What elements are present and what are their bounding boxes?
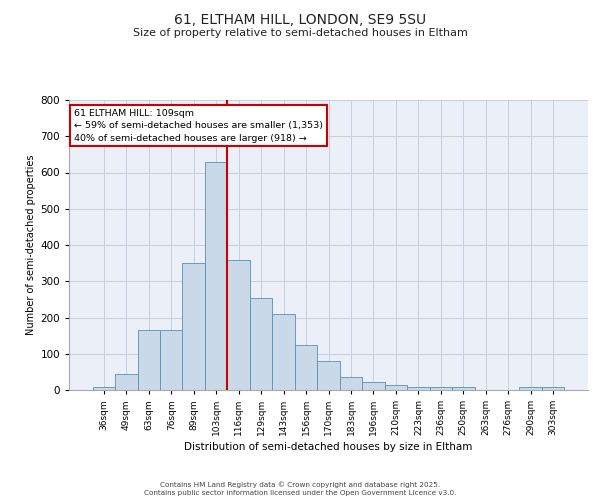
Y-axis label: Number of semi-detached properties: Number of semi-detached properties — [26, 155, 36, 336]
Bar — [92, 387, 115, 390]
Bar — [137, 330, 160, 390]
Bar — [452, 387, 475, 390]
Bar — [385, 384, 407, 390]
Bar — [227, 260, 250, 390]
X-axis label: Distribution of semi-detached houses by size in Eltham: Distribution of semi-detached houses by … — [184, 442, 473, 452]
Bar — [182, 263, 205, 390]
Bar — [340, 376, 362, 390]
Text: 61, ELTHAM HILL, LONDON, SE9 5SU: 61, ELTHAM HILL, LONDON, SE9 5SU — [174, 12, 426, 26]
Bar — [542, 387, 565, 390]
Bar — [407, 387, 430, 390]
Bar — [520, 387, 542, 390]
Bar — [295, 344, 317, 390]
Bar — [250, 298, 272, 390]
Bar — [430, 387, 452, 390]
Text: 61 ELTHAM HILL: 109sqm
← 59% of semi-detached houses are smaller (1,353)
40% of : 61 ELTHAM HILL: 109sqm ← 59% of semi-det… — [74, 108, 323, 142]
Text: Size of property relative to semi-detached houses in Eltham: Size of property relative to semi-detach… — [133, 28, 467, 38]
Bar — [160, 330, 182, 390]
Text: Contains public sector information licensed under the Open Government Licence v3: Contains public sector information licen… — [144, 490, 456, 496]
Bar — [205, 162, 227, 390]
Text: Contains HM Land Registry data © Crown copyright and database right 2025.: Contains HM Land Registry data © Crown c… — [160, 481, 440, 488]
Bar — [362, 382, 385, 390]
Bar — [317, 361, 340, 390]
Bar — [272, 314, 295, 390]
Bar — [115, 374, 137, 390]
